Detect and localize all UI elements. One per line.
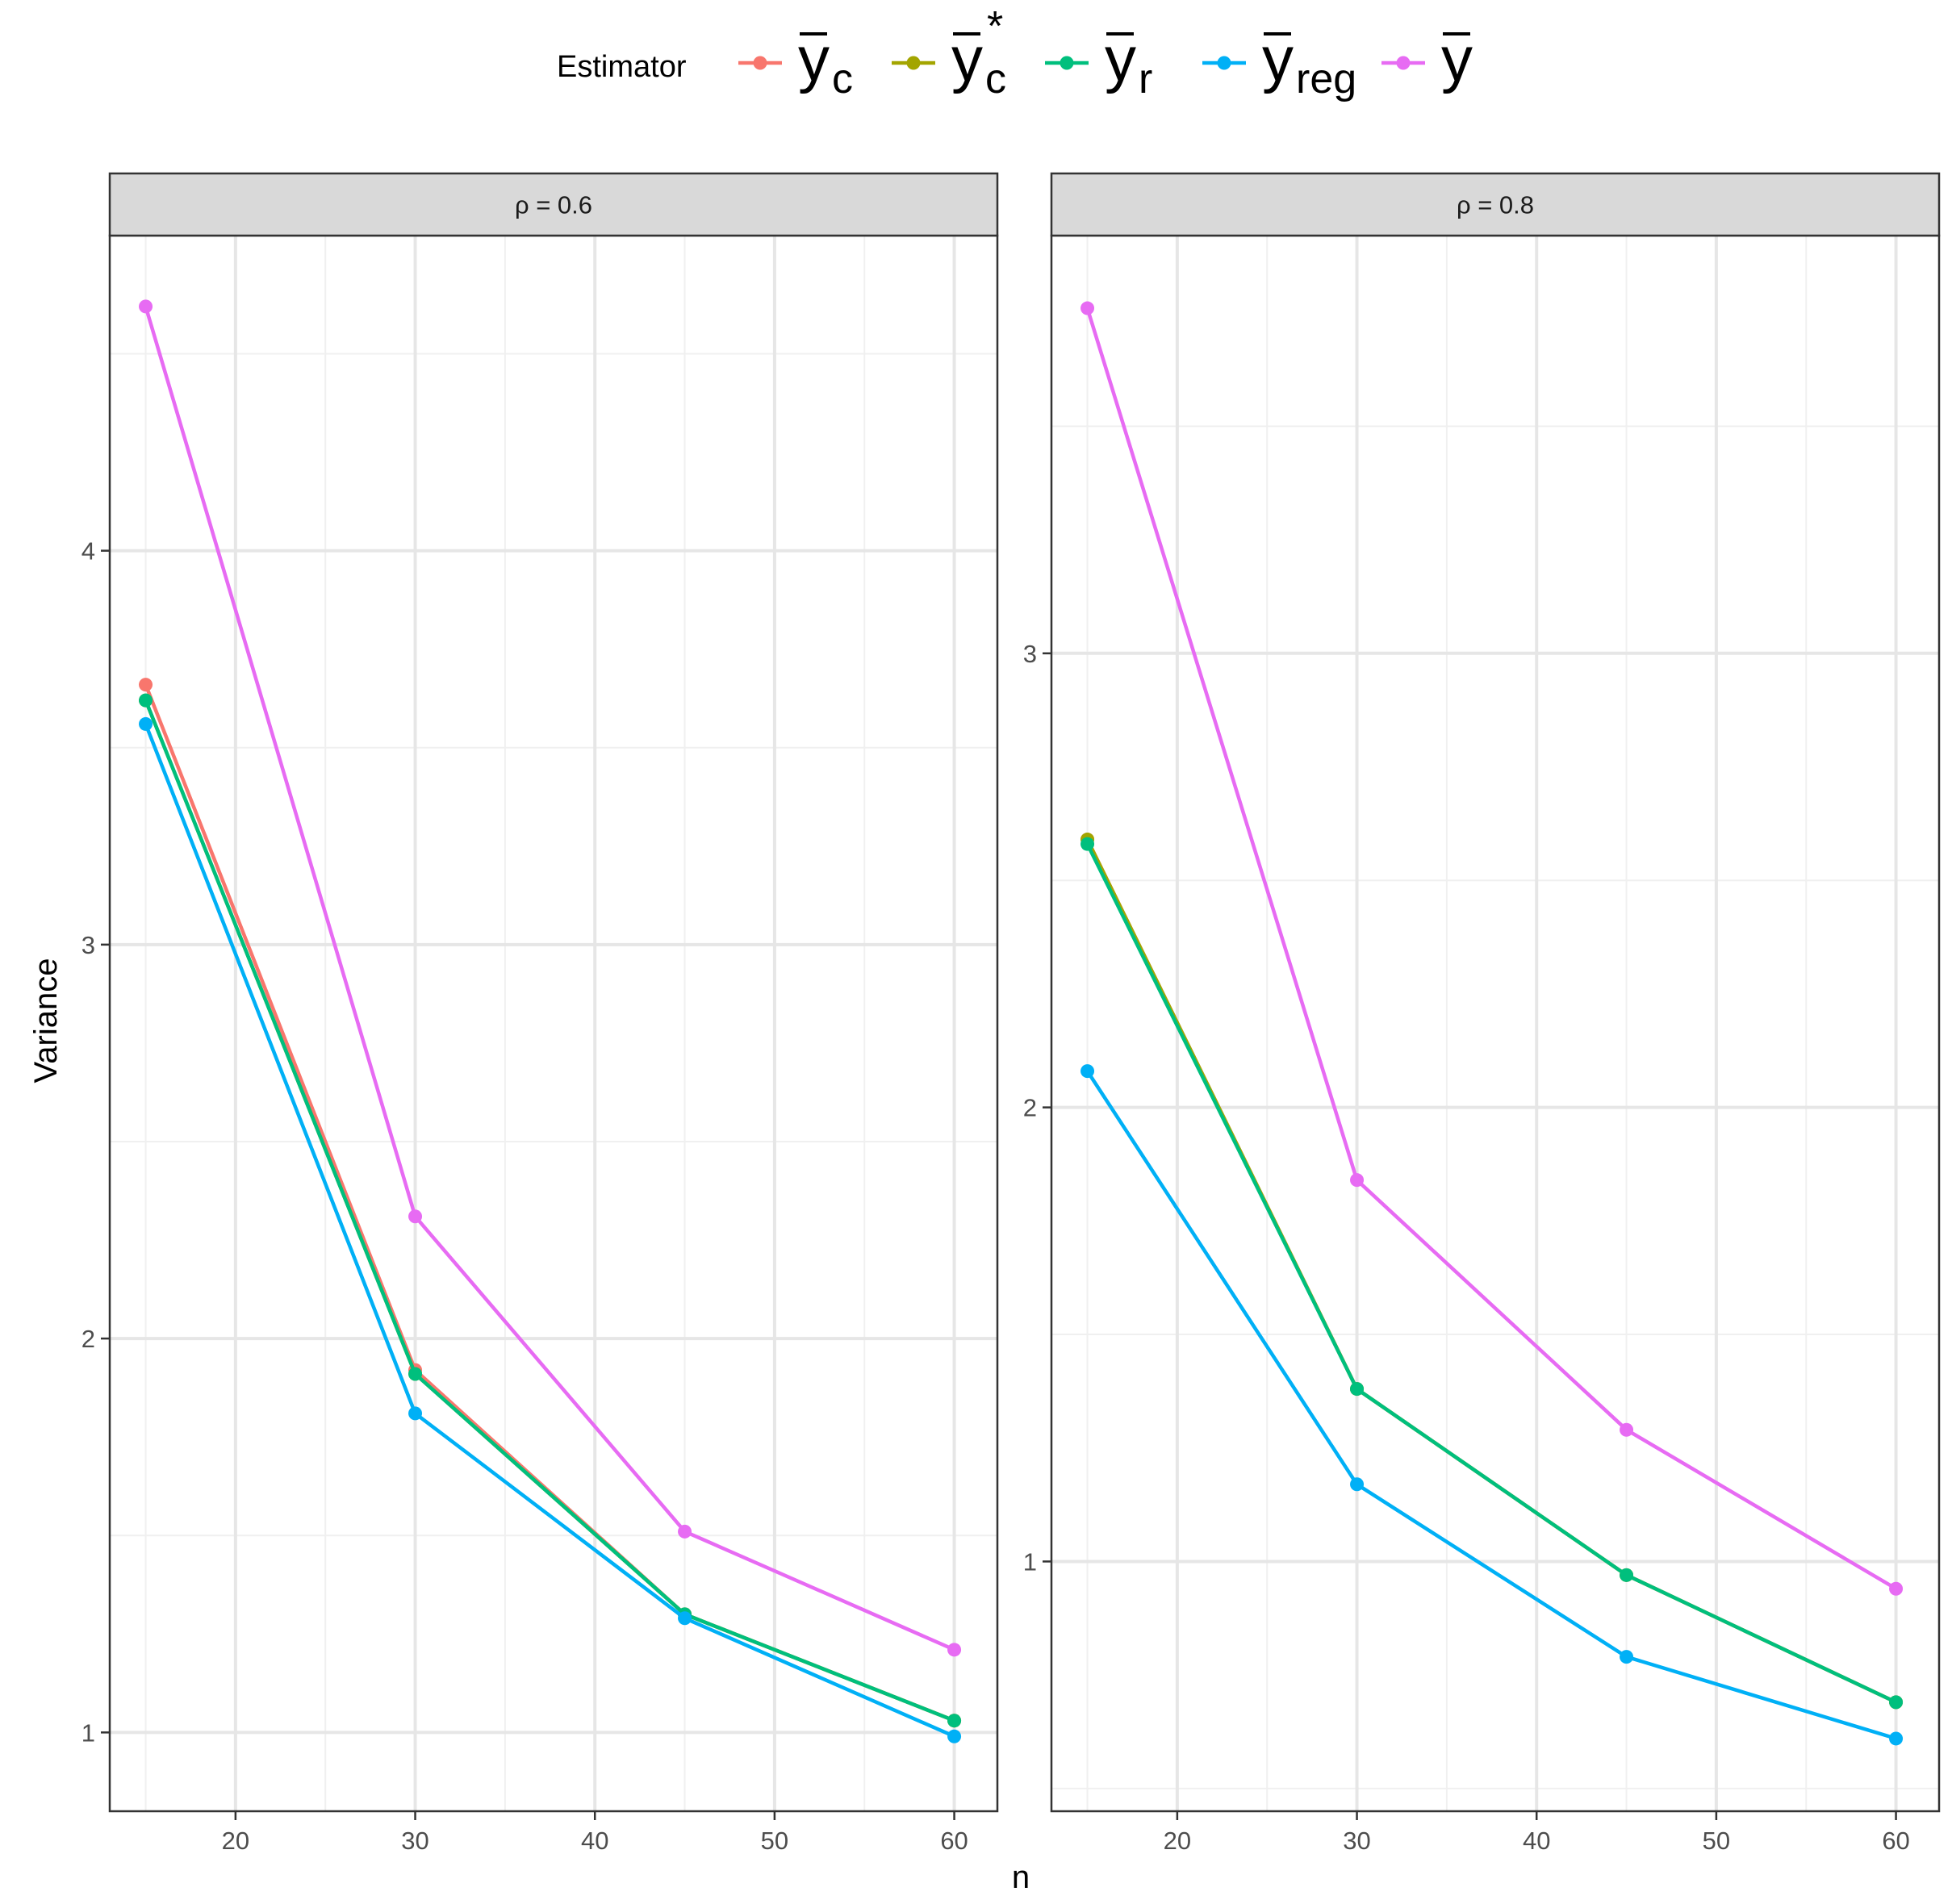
panel: ρ = 0.8 1 2 3 20 30 40 50 60 xyxy=(1023,172,1941,1855)
data-point xyxy=(1889,1581,1904,1596)
x-tick-label: 60 xyxy=(940,1827,968,1855)
legend-key-point xyxy=(1217,56,1231,70)
y-tick-label: 1 xyxy=(1023,1547,1037,1576)
legend-entry: y reg xyxy=(1202,23,1356,102)
y-tick-label: 3 xyxy=(1023,640,1037,668)
y-axis-title: Variance xyxy=(28,958,64,1084)
data-point xyxy=(678,1524,692,1539)
data-point xyxy=(139,716,153,731)
x-tick-label: 50 xyxy=(761,1827,788,1855)
legend-key-point xyxy=(753,56,767,70)
series-line xyxy=(1085,1070,1897,1741)
strip-label: ρ = 0.8 xyxy=(1457,191,1534,219)
legend-subscript: c xyxy=(985,56,1006,102)
legend-subscript: reg xyxy=(1296,56,1356,102)
legend-title: Estimator xyxy=(557,50,687,84)
data-point xyxy=(1620,1650,1634,1664)
legend: Estimator y c y c* y r y reg y xyxy=(557,3,1473,102)
x-tick-label: 40 xyxy=(1523,1827,1550,1855)
data-point xyxy=(1889,1695,1904,1710)
x-axis-title: n xyxy=(1012,1860,1030,1895)
data-point xyxy=(1889,1731,1904,1746)
data-point xyxy=(408,1367,423,1381)
data-point xyxy=(139,678,153,692)
data-point xyxy=(1080,837,1095,851)
legend-entry: y c * xyxy=(892,3,1006,102)
data-point xyxy=(947,1729,962,1743)
legend-key-point xyxy=(906,56,921,70)
data-point xyxy=(408,1209,423,1224)
legend-key-point xyxy=(1396,56,1411,70)
legend-entry: y xyxy=(1381,23,1473,94)
data-point xyxy=(1350,1173,1365,1188)
data-point xyxy=(139,693,153,708)
data-point xyxy=(1620,1568,1634,1582)
legend-key-point xyxy=(1060,56,1074,70)
x-tick-label: 20 xyxy=(1164,1827,1191,1855)
data-point xyxy=(1350,1382,1365,1397)
x-tick-label: 50 xyxy=(1703,1827,1730,1855)
data-point xyxy=(947,1643,962,1657)
panel: ρ = 0.6 1 2 3 4 20 30 40 50 60 xyxy=(82,172,999,1855)
legend-symbol: y xyxy=(1262,23,1294,94)
strip-background xyxy=(108,172,999,237)
y-tick-label: 2 xyxy=(82,1325,95,1353)
legend-subscript: c xyxy=(832,56,853,102)
strip-label: ρ = 0.6 xyxy=(515,191,592,219)
data-point xyxy=(1080,301,1095,315)
series-line xyxy=(1085,307,1897,1591)
y-tick-label: 2 xyxy=(1023,1094,1037,1122)
data-point xyxy=(1080,1064,1095,1079)
legend-subscript: r xyxy=(1139,56,1152,102)
legend-symbol: y xyxy=(1105,23,1136,94)
data-point xyxy=(1350,1477,1365,1492)
series-line xyxy=(144,723,955,1739)
x-tick-label: 20 xyxy=(222,1827,249,1855)
data-point xyxy=(947,1714,962,1728)
data-point xyxy=(139,299,153,314)
legend-superscript: * xyxy=(987,3,1003,50)
x-tick-label: 60 xyxy=(1882,1827,1909,1855)
data-point xyxy=(408,1406,423,1421)
y-tick-label: 3 xyxy=(82,931,95,959)
data-point xyxy=(678,1611,692,1626)
y-tick-label: 1 xyxy=(82,1718,95,1747)
series-line xyxy=(144,306,955,1651)
legend-symbol: y xyxy=(798,23,830,94)
legend-symbol: y xyxy=(951,23,983,94)
x-tick-label: 30 xyxy=(1343,1827,1370,1855)
data-point xyxy=(1620,1422,1634,1437)
panels: ρ = 0.6 1 2 3 4 20 30 40 50 60 ρ = 0.8 1 2 3 20 30 40 50 6… xyxy=(82,172,1941,1855)
x-tick-label: 40 xyxy=(581,1827,608,1855)
series-line xyxy=(1085,843,1897,1704)
series-line xyxy=(144,699,955,1722)
legend-symbol: y xyxy=(1441,23,1473,94)
strip-background xyxy=(1050,172,1941,237)
x-tick-label: 30 xyxy=(401,1827,428,1855)
y-tick-label: 4 xyxy=(82,537,95,566)
